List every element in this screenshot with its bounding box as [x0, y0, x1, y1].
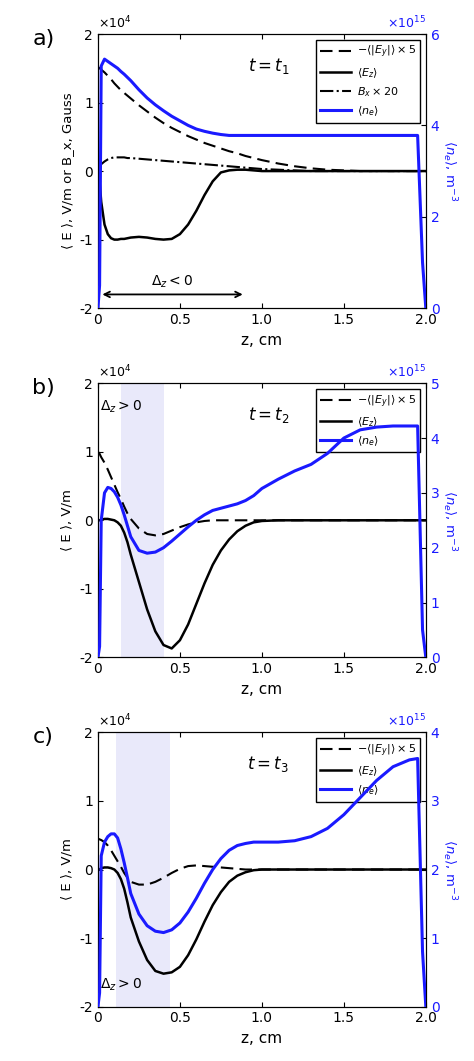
- Y-axis label: ⟨ E ⟩, V/m: ⟨ E ⟩, V/m: [61, 838, 74, 901]
- Text: $\times 10^4$: $\times 10^4$: [98, 15, 131, 31]
- X-axis label: z, cm: z, cm: [241, 332, 283, 348]
- Y-axis label: $\langle n_e \rangle$, m$^{-3}$: $\langle n_e \rangle$, m$^{-3}$: [440, 140, 459, 202]
- Y-axis label: $\langle n_e \rangle$, m$^{-3}$: $\langle n_e \rangle$, m$^{-3}$: [440, 839, 459, 900]
- X-axis label: z, cm: z, cm: [241, 1031, 283, 1046]
- Y-axis label: ⟨ E ⟩, V/m: ⟨ E ⟩, V/m: [61, 489, 74, 552]
- Text: $t = t_1$: $t = t_1$: [247, 56, 289, 76]
- Text: c): c): [32, 727, 53, 747]
- Text: $\times 10^4$: $\times 10^4$: [98, 713, 131, 730]
- Text: $\Delta_z<0$: $\Delta_z<0$: [151, 274, 193, 291]
- Text: a): a): [32, 29, 55, 49]
- Text: $t = t_2$: $t = t_2$: [247, 405, 289, 425]
- Y-axis label: ⟨ E ⟩, V/m or B_x, Gauss: ⟨ E ⟩, V/m or B_x, Gauss: [61, 92, 74, 249]
- Text: $\times 10^{15}$: $\times 10^{15}$: [387, 15, 426, 31]
- Legend: $-\langle |E_y| \rangle \times 5$, $\langle E_z \rangle$, $\langle n_e \rangle$: $-\langle |E_y| \rangle \times 5$, $\lan…: [316, 388, 420, 452]
- Text: $t = t_3$: $t = t_3$: [247, 754, 290, 775]
- X-axis label: z, cm: z, cm: [241, 682, 283, 697]
- Bar: [116, 732, 170, 1007]
- Legend: $-\langle |E_y| \rangle \times 5$, $\langle E_z \rangle$, $B_x \times 20$, $\lan: $-\langle |E_y| \rangle \times 5$, $\lan…: [316, 39, 420, 122]
- Text: $\Delta_z>0$: $\Delta_z>0$: [100, 976, 142, 993]
- Text: $\times 10^4$: $\times 10^4$: [98, 364, 131, 381]
- Legend: $-\langle |E_y| \rangle \times 5$, $\langle E_z \rangle$, $\langle n_e \rangle$: $-\langle |E_y| \rangle \times 5$, $\lan…: [316, 738, 420, 802]
- Text: $\times 10^{15}$: $\times 10^{15}$: [387, 713, 426, 730]
- Text: b): b): [32, 378, 55, 398]
- Text: $\Delta_z>0$: $\Delta_z>0$: [100, 399, 142, 416]
- Y-axis label: $\langle n_e \rangle$, m$^{-3}$: $\langle n_e \rangle$, m$^{-3}$: [440, 490, 459, 551]
- Text: $\times 10^{15}$: $\times 10^{15}$: [387, 364, 426, 381]
- Bar: [121, 383, 164, 658]
